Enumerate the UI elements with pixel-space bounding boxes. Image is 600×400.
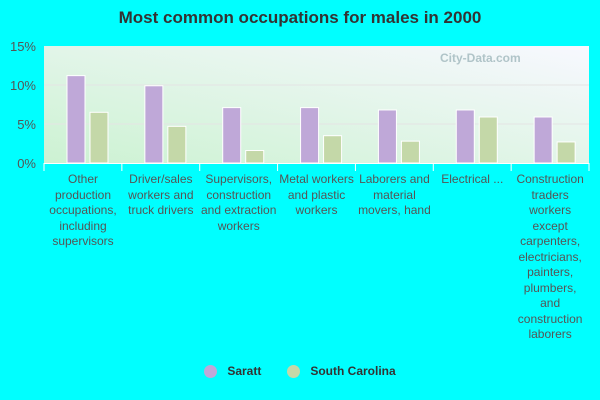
bar-south-carolina <box>556 141 576 164</box>
y-tick-label: 0% <box>17 156 36 171</box>
y-tick-label: 15% <box>10 39 36 54</box>
x-tick-label: Other production occupations, including … <box>49 172 117 248</box>
x-tick-label: Supervisors, construction and extraction… <box>201 172 277 233</box>
chart-title: Most common occupations for males in 200… <box>118 8 482 27</box>
legend-swatch <box>204 364 218 378</box>
legend-label: South Carolina <box>310 364 396 378</box>
watermark: City-Data.com <box>440 51 521 65</box>
bar-saratt <box>533 116 553 164</box>
x-tick-label: Laborers and material movers, hand <box>358 172 431 217</box>
bar-saratt <box>300 107 320 164</box>
bar-south-carolina <box>167 125 187 164</box>
legend-item: Saratt <box>204 364 261 378</box>
bar-saratt <box>144 85 164 164</box>
bar-saratt <box>66 75 86 164</box>
x-tick-label: Construction traders workers except carp… <box>516 172 584 341</box>
y-tick-label: 5% <box>17 117 36 132</box>
x-tick-label: Metal workers and plastic workers <box>279 172 354 217</box>
bar-saratt <box>222 107 242 164</box>
bar-saratt <box>455 109 475 164</box>
legend-item: South Carolina <box>287 364 396 378</box>
bar-south-carolina <box>323 135 343 164</box>
x-tick-label: Electrical ... <box>441 172 504 186</box>
bar-saratt <box>377 109 397 164</box>
y-tick-label: 10% <box>10 78 36 93</box>
bar-south-carolina <box>478 116 498 164</box>
bar-south-carolina <box>89 111 109 164</box>
bar-south-carolina <box>245 150 265 164</box>
legend: Saratt South Carolina <box>0 364 600 378</box>
x-tick-label: Driver/sales workers and truck drivers <box>128 172 194 217</box>
bar-south-carolina <box>400 140 420 164</box>
legend-label: Saratt <box>227 364 262 378</box>
legend-swatch <box>287 364 301 378</box>
